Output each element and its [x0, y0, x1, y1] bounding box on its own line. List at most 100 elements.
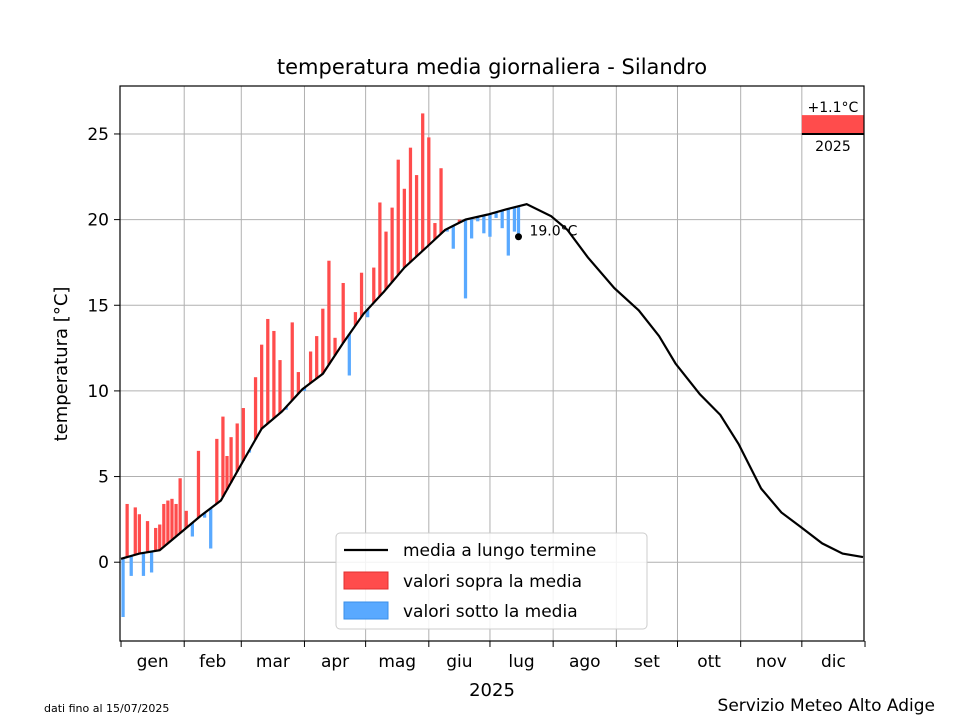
climatology-layer: 19.0°C	[120, 203, 864, 560]
bar-below-average	[129, 555, 133, 576]
bar-above-average	[196, 450, 201, 518]
bar-above-average	[174, 503, 178, 537]
bar-above-average	[433, 223, 437, 240]
bar-below-average	[347, 334, 351, 376]
bar-above-average	[162, 503, 166, 547]
bar-above-average	[414, 175, 419, 257]
data-date-note: dati fino al 15/07/2025	[44, 702, 170, 715]
bar-below-average	[482, 215, 486, 234]
bar-above-average	[266, 318, 270, 424]
legend-box	[335, 532, 648, 630]
bar-above-average	[359, 272, 364, 317]
bar-below-average	[202, 512, 207, 518]
legend-swatch-below	[343, 601, 389, 620]
bar-below-average	[512, 207, 517, 232]
anomaly-box: +1.1°C 2025	[801, 100, 864, 155]
bar-above-average	[145, 521, 150, 553]
bars	[121, 113, 521, 618]
last-value-label: 19.0°C	[529, 224, 577, 240]
bar-below-average	[121, 558, 125, 618]
bar-below-average	[445, 228, 449, 232]
bar-above-average	[384, 231, 388, 290]
x-tick-label: mar	[256, 652, 290, 672]
bar-above-average	[372, 267, 376, 303]
bar-below-average	[500, 210, 504, 229]
bar-below-average	[190, 522, 194, 537]
legend-label-below: valori sotto la media	[403, 602, 578, 622]
chart-title: temperatura media giornaliera - Silandro	[277, 55, 707, 79]
bar-above-average	[421, 113, 425, 251]
bar-below-average	[463, 219, 468, 299]
last-value-marker	[514, 233, 522, 241]
bar-above-average	[457, 219, 462, 223]
bar-above-average	[170, 498, 174, 540]
anomaly-label: +1.1°C	[808, 100, 859, 116]
bar-above-average	[378, 202, 382, 297]
x-tick-label: ott	[697, 652, 721, 672]
bar-above-average	[327, 260, 331, 365]
x-tick-label: set	[634, 652, 660, 672]
x-tick-label: feb	[199, 652, 226, 672]
bar-above-average	[341, 282, 345, 343]
bar-above-average	[166, 500, 170, 544]
bar-below-average	[469, 218, 474, 239]
legend-swatch-above	[343, 571, 389, 590]
x-tick-label: giu	[446, 652, 472, 672]
bar-below-average	[209, 508, 213, 549]
anomaly-year-label: 2025	[815, 139, 851, 155]
x-tick-label: mag	[378, 652, 416, 672]
legend-label-above: valori sopra la media	[403, 572, 582, 592]
x-axis-label: 2025	[469, 680, 515, 701]
legend: media a lungo termine valori sopra la me…	[335, 532, 648, 630]
x-tick-label: dic	[821, 652, 846, 672]
source-credit: Servizio Meteo Alto Adige	[717, 696, 935, 716]
bar-above-average	[315, 336, 319, 379]
bar-below-average	[451, 225, 455, 249]
bar-above-average	[427, 137, 431, 246]
bar-above-average	[133, 507, 137, 555]
bar-below-average	[488, 213, 492, 237]
bar-above-average	[396, 159, 400, 275]
bar-above-average	[296, 372, 300, 394]
bar-above-average	[221, 416, 225, 497]
bar-above-average	[321, 308, 325, 374]
bar-above-average	[225, 456, 229, 490]
bar-above-average	[408, 147, 413, 262]
bar-above-average	[253, 377, 258, 440]
bar-above-average	[402, 188, 406, 268]
grid	[120, 86, 864, 641]
x-tick-label: ago	[569, 652, 601, 672]
x-tick-label: apr	[321, 652, 349, 672]
bar-below-average	[506, 208, 510, 256]
bar-above-average	[137, 514, 141, 554]
bar-below-average	[476, 216, 480, 222]
bar-above-average	[125, 503, 129, 558]
bar-above-average	[308, 351, 313, 384]
bar-above-average	[184, 510, 188, 528]
bar-above-average	[353, 312, 358, 326]
plot-frame	[119, 85, 865, 642]
bar-below-average	[302, 387, 307, 391]
y-tick-label: 15	[87, 296, 109, 316]
bar-below-average	[149, 551, 154, 573]
bar-above-average	[215, 438, 219, 504]
bar-below-average	[141, 552, 146, 576]
bar-above-average	[278, 360, 282, 414]
bar-above-average	[439, 168, 443, 234]
bar-above-average	[272, 330, 276, 419]
climatology-line	[120, 203, 864, 560]
bar-above-average	[154, 527, 158, 551]
y-tick-label: 5	[98, 468, 109, 488]
legend-label-climatology: media a lungo termine	[403, 541, 596, 561]
bar-below-average	[366, 309, 370, 318]
x-tick-label: nov	[756, 652, 787, 672]
y-tick-label: 25	[87, 125, 109, 145]
bar-above-average	[235, 423, 239, 472]
bar-above-average	[158, 524, 162, 551]
y-tick-label: 10	[87, 382, 109, 402]
bar-above-average	[260, 344, 264, 429]
bar-above-average	[241, 408, 245, 461]
bar-below-average	[516, 206, 521, 237]
y-axis-label: temperatura [°C]	[51, 287, 72, 442]
